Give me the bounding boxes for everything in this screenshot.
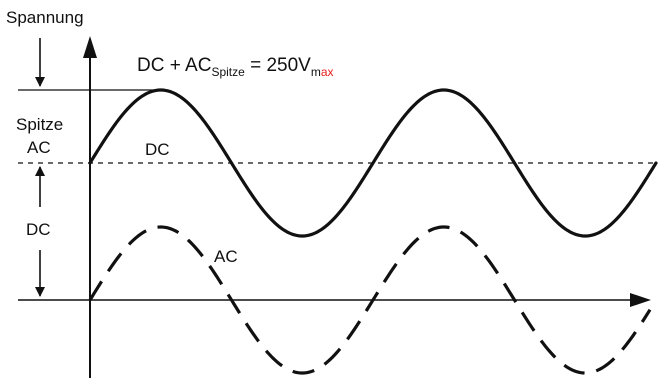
dc-left-label: DC [26,220,51,239]
dc-curve-label: DC [145,140,170,159]
peak-ac-label-line2: AC [27,138,51,157]
y-axis-label: Spannung [6,8,84,27]
x-axis-arrowhead [630,293,651,307]
formula-part2: = 250V [245,55,311,76]
formula-sub2a: m [311,65,321,79]
peak-ac-label-line1: Spitze [16,115,63,134]
ac-curve-label: AC [214,247,238,266]
dc-plus-ac-curve [88,88,658,238]
formula-sub2b: ax [321,65,334,79]
ac-curve [88,225,652,375]
y-axis-arrowhead [83,36,97,58]
formula-sub1: Spitze [211,65,245,79]
formula-part1: DC + AC [137,55,211,76]
formula-label: DC + ACSpitze = 250Vmax [137,55,334,79]
